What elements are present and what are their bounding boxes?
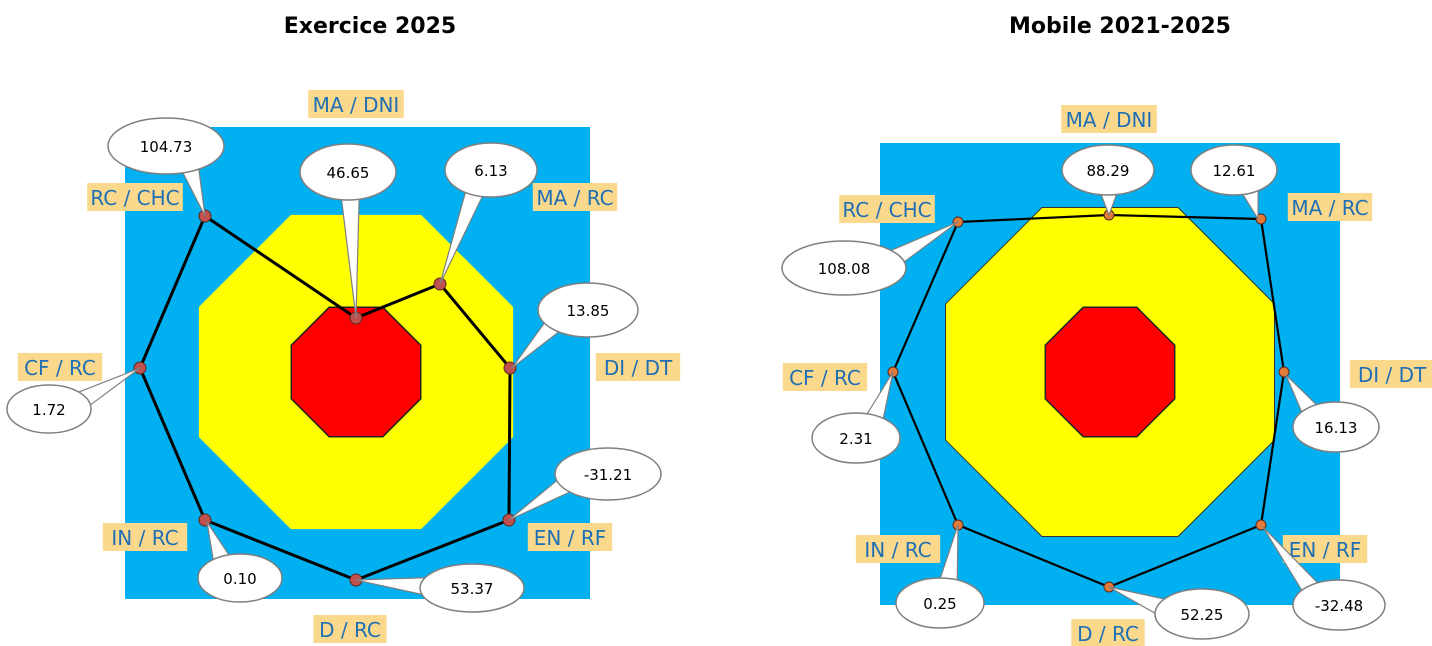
data-point-6 [198, 513, 212, 527]
callout-bubble [107, 117, 225, 175]
axis-label-bg [1061, 105, 1157, 133]
axis-label-bg [782, 363, 868, 391]
data-label: 88.29 [1087, 162, 1130, 180]
data-point-3 [1278, 366, 1290, 378]
callout-bubble [554, 447, 662, 501]
axis-label-bg [839, 195, 935, 223]
axis-label: DI / DT [604, 356, 673, 380]
axis-label-bg [17, 353, 103, 381]
axis-label: CF / RC [24, 356, 96, 380]
axis-label: EN / RF [534, 526, 606, 550]
callout-bubble [895, 577, 985, 629]
data-label: 53.37 [451, 580, 494, 598]
axis-label: RC / CHC [90, 186, 179, 210]
data-label: 0.25 [923, 595, 956, 613]
axis-label-bg [87, 183, 183, 211]
data-label: 6.13 [474, 162, 507, 180]
axis-label: CF / RC [789, 366, 861, 390]
callout-bubble [299, 143, 397, 201]
axis-label: D / RC [1077, 622, 1139, 646]
axis-label-bg [102, 523, 188, 551]
callout-bubble [1292, 401, 1380, 453]
data-label: 104.73 [140, 138, 193, 156]
axis-label: MA / RC [536, 186, 613, 210]
callout-bubble [1292, 579, 1386, 631]
axis-label-bg [855, 535, 941, 563]
data-label: -32.48 [1315, 597, 1363, 615]
red-zone-octagon [290, 306, 422, 438]
axis-label-bg [595, 353, 681, 381]
axis-label-bg [1071, 619, 1145, 646]
data-label: -31.21 [584, 466, 632, 484]
callout-bubble [1190, 144, 1278, 196]
axis-label: EN / RF [1289, 538, 1361, 562]
callout-bubble [419, 563, 525, 613]
callout-bubble [781, 240, 907, 296]
data-label: 46.65 [327, 164, 370, 182]
data-point-3 [503, 361, 517, 375]
axis-label-bg [1349, 360, 1432, 388]
callout-bubble [1154, 588, 1250, 640]
axis-label: RC / CHC [842, 198, 931, 222]
data-label: 2.31 [839, 430, 872, 448]
axis-label-bg [313, 615, 387, 643]
data-label: 13.85 [567, 302, 610, 320]
axis-label: IN / RC [111, 526, 178, 550]
callout-bubble [1061, 144, 1155, 196]
data-label: 12.61 [1213, 162, 1256, 180]
callout-bubble [197, 553, 283, 603]
axis-label: IN / RC [864, 538, 931, 562]
axis-label-bg [532, 183, 618, 211]
axis-label: D / RC [319, 618, 381, 642]
callout-bubble [537, 282, 639, 338]
axis-label-bg [527, 523, 613, 551]
chart-title-right: Mobile 2021-2025 [1008, 14, 1231, 39]
axis-label: MA / RC [1291, 196, 1368, 220]
axis-label: DI / DT [1358, 363, 1427, 387]
chart-title-left: Exercice 2025 [283, 14, 457, 39]
axis-label-bg [1287, 193, 1373, 221]
axis-label: MA / DNI [1066, 108, 1153, 132]
data-label: 16.13 [1315, 419, 1358, 437]
axis-label: MA / DNI [313, 93, 400, 117]
callout-bubble [811, 412, 901, 464]
callout-bubble [6, 384, 92, 434]
callout-bubble [444, 142, 538, 198]
radar-chart-left: MA / DNI MA / RC DI / DT EN / RF D / RC IN / … [6, 90, 681, 643]
data-label: 0.10 [223, 570, 256, 588]
radar-chart-right: MA / DNI MA / RC DI / DT EN / RF D / RC IN / … [781, 105, 1432, 646]
red-zone-octagon [1044, 306, 1176, 438]
axis-label-bg [1282, 535, 1368, 563]
axis-label-bg [308, 90, 404, 118]
data-label: 108.08 [818, 260, 871, 278]
data-label: 52.25 [1181, 606, 1224, 624]
data-label: 1.72 [32, 401, 65, 419]
